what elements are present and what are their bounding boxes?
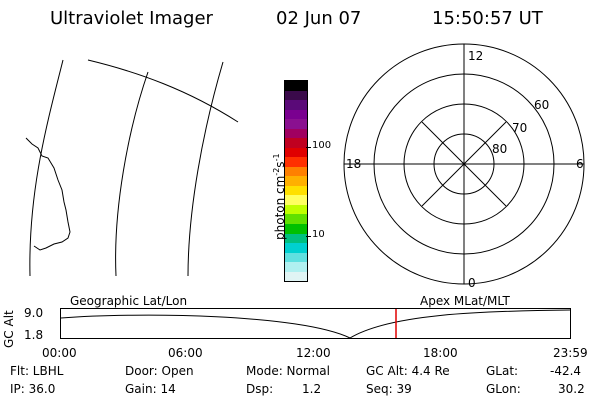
altitude-curve [60, 309, 571, 339]
colorbar-tick-10: 10 [312, 229, 325, 240]
filter-status: Flt: LBHL [10, 364, 64, 378]
door-status: Door: Open [125, 364, 194, 378]
colorbar-band [285, 109, 307, 120]
glon-value: 30.2 [558, 382, 585, 396]
glon-label: GLon: [486, 382, 521, 396]
colorbar-band [285, 262, 307, 272]
lat-label-60: 60 [534, 98, 549, 112]
colorbar-tick-100: 100 [312, 140, 332, 151]
colorbar-band [285, 233, 307, 244]
colorbar-label: photon cm-2s-1 [272, 153, 287, 240]
colorbar-band [285, 138, 307, 148]
time-label: 15:50:57 UT [432, 8, 543, 29]
x-tick-1200: 12:00 [296, 346, 331, 360]
colorbar-gradient [285, 81, 307, 282]
mode-status: Mode: Normal [246, 364, 330, 378]
latitude-line [87, 59, 239, 123]
coastline [25, 137, 71, 251]
colorbar-tick-high [306, 147, 311, 148]
colorbar-band [285, 271, 307, 282]
colorbar-band [285, 100, 307, 110]
timeline-plot [60, 308, 571, 339]
colorbar-band [285, 252, 307, 263]
colorbar-band [285, 204, 307, 215]
date-label: 02 Jun 07 [276, 8, 362, 29]
x-tick-0000: 00:00 [42, 346, 77, 360]
lat-label-80: 80 [492, 142, 507, 156]
polar-plot: 12 0 18 6 60 70 80 [343, 43, 585, 290]
colorbar-band [285, 157, 307, 167]
colorbar-band [285, 147, 307, 158]
longitude-line-2 [115, 71, 149, 277]
y-tick-low: 1.8 [24, 328, 44, 342]
seq-status: Seq: 39 [366, 382, 412, 396]
colorbar-band [285, 195, 307, 205]
colorbar-band [285, 119, 307, 129]
mlt-label-6: 6 [576, 157, 584, 171]
longitude-line-1 [29, 59, 64, 277]
dsp-value: 1.2 [302, 382, 322, 396]
colorbar-band [285, 166, 307, 177]
dsp-label: Dsp: [246, 382, 274, 396]
colorbar [284, 80, 308, 282]
mlt-label-18: 18 [346, 157, 361, 171]
x-tick-2359: 23:59 [553, 346, 588, 360]
timeline-frame [60, 308, 571, 339]
y-tick-high: 9.0 [24, 306, 44, 320]
gc-alt-axis-label: GC Alt [2, 310, 16, 348]
x-tick-0600: 06:00 [168, 346, 203, 360]
geographic-caption: Geographic Lat/Lon [70, 294, 188, 308]
lat-label-70: 70 [512, 121, 527, 135]
longitude-line-3 [187, 61, 224, 277]
apex-caption: Apex MLat/MLT [420, 294, 510, 308]
mlt-label-12: 12 [468, 49, 483, 63]
colorbar-band [285, 214, 307, 224]
mlt-label-0: 0 [468, 276, 476, 290]
gain-status: Gain: 14 [125, 382, 176, 396]
colorbar-band [285, 81, 307, 91]
x-tick-1800: 18:00 [423, 346, 458, 360]
instrument-title: Ultraviolet Imager [50, 8, 213, 29]
glat-label: GLat: [486, 364, 519, 378]
colorbar-band [285, 185, 307, 196]
colorbar-tick-low [306, 236, 311, 237]
colorbar-band [285, 243, 307, 253]
gc-alt-status: GC Alt: 4.4 Re [366, 364, 450, 378]
ip-status: IP: 36.0 [10, 382, 56, 396]
colorbar-band [285, 223, 307, 234]
colorbar-band [285, 128, 307, 139]
meridian-diagonal-2 [421, 121, 507, 207]
geographic-map [25, 59, 239, 277]
glat-value: -42.4 [550, 364, 582, 378]
colorbar-band [285, 90, 307, 101]
colorbar-band [285, 176, 307, 186]
